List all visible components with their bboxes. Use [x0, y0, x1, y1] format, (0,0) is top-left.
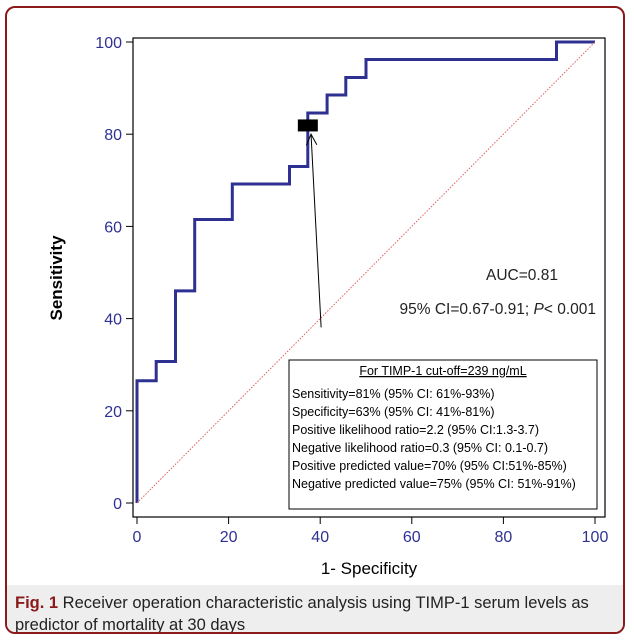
y-axis-label: Sensitivity	[47, 235, 66, 321]
ci-text: 95% CI=0.67-0.91;	[400, 301, 534, 318]
y-tick-label: 100	[95, 35, 122, 52]
y-tick-label: 80	[104, 127, 122, 144]
plot-area-border	[132, 37, 606, 518]
x-tick-label: 80	[495, 529, 513, 546]
cutoff-arrow-head	[305, 133, 318, 146]
y-tick-label: 60	[104, 219, 122, 236]
cutoff-arrow	[310, 134, 322, 328]
x-tick-label: 0	[133, 529, 142, 546]
roc-curve	[135, 40, 595, 503]
y-tick-label: 40	[104, 312, 122, 329]
cutoff-info-title: For TIMP-1 cut-off=239 ng/mL	[359, 364, 526, 378]
caption-band: Fig. 1 Receiver operation characteristic…	[7, 585, 623, 632]
x-tick-label: 20	[220, 529, 238, 546]
figure-frame: 0 20 40 60 80 100 0 20 40 60 80 100 Sensitivity 1- …	[5, 6, 625, 634]
cutoff-info-box-border	[288, 359, 598, 510]
cutoff-info-line: Positive likelihood ratio=2.2 (95% CI:1.…	[292, 423, 539, 437]
cutoff-info-line: Positive predicted value=70% (95% CI:51%…	[292, 459, 567, 473]
ci-label: 95% CI=0.67-0.91; P< 0.001	[400, 301, 597, 318]
cutoff-info-box: For TIMP-1 cut-off=239 ng/mL Sensitivity…	[288, 359, 598, 510]
caption-text: Receiver operation characteristic analys…	[15, 594, 589, 634]
p-value: < 0.001	[544, 301, 596, 318]
cutoff-info-line: Specificity=63% (95% CI: 41%-81%)	[292, 405, 495, 419]
cutoff-info-line: Negative likelihood ratio=0.3 (95% CI: 0…	[292, 441, 548, 455]
cutoff-info-line: Negative predicted value=75% (95% CI: 51…	[292, 477, 576, 491]
y-tick-label: 0	[113, 496, 122, 513]
x-axis-label: 1- Specificity	[321, 559, 418, 578]
x-tick-label: 60	[403, 529, 421, 546]
caption-label: Fig. 1	[15, 594, 59, 612]
reference-diagonal-line	[136, 41, 596, 504]
x-tick-label: 40	[311, 529, 329, 546]
figure-caption: Fig. 1 Receiver operation characteristic…	[15, 592, 615, 634]
x-tick-label: 100	[582, 529, 609, 546]
p-symbol: P	[534, 301, 545, 318]
roc-chart: 0 20 40 60 80 100 0 20 40 60 80 100 Sensitivity 1- …	[47, 35, 609, 578]
y-tick-label: 20	[104, 404, 122, 421]
cutoff-info-line: Sensitivity=81% (95% CI: 61%-93%)	[292, 387, 495, 401]
cutoff-marker	[297, 119, 318, 132]
auc-label: AUC=0.81	[486, 267, 558, 284]
